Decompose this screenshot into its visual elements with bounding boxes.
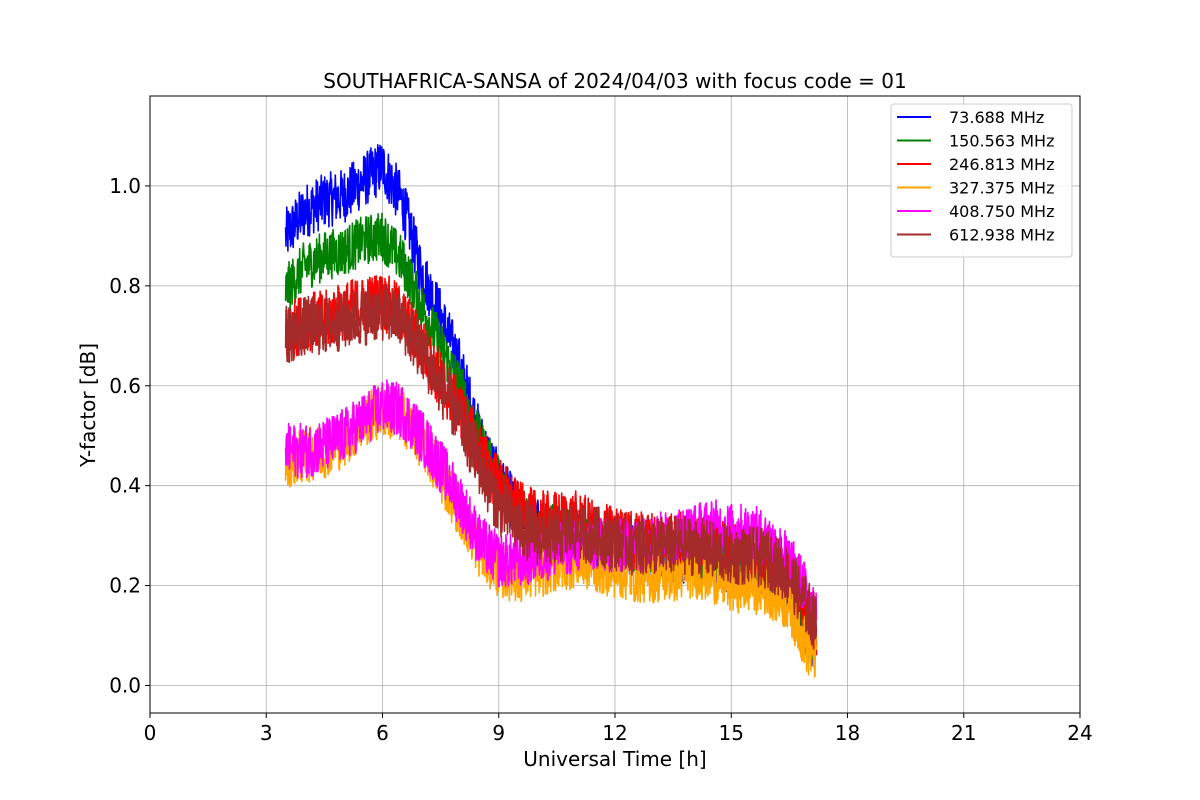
x-tick-label: 24 (1067, 721, 1092, 745)
legend-label: 73.688 MHz (949, 108, 1044, 127)
y-tick-label: 0.2 (109, 574, 141, 598)
series-line-6 (284, 280, 818, 650)
x-axis: 0 3 6 9 12 15 18 21 24 (144, 713, 1093, 745)
y-tick-label: 0.6 (109, 374, 141, 398)
x-tick-label: 3 (260, 721, 273, 745)
y-axis-label: Y-factor [dB] (76, 343, 100, 468)
y-tick-label: 0.4 (109, 474, 141, 498)
y-tick-label: 1.0 (109, 174, 141, 198)
legend-box (890, 103, 1073, 258)
legend-label: 327.375 MHz (949, 179, 1054, 198)
y-tick-label: 0.0 (109, 674, 141, 698)
legend-label: 612.938 MHz (949, 226, 1054, 245)
chart-title: SOUTHAFRICA-SANSA of 2024/04/03 with foc… (323, 69, 907, 93)
series-line-5 (284, 379, 818, 637)
legend-label: 246.813 MHz (949, 155, 1054, 174)
x-axis-label: Universal Time [h] (523, 747, 706, 771)
series-layer (284, 144, 818, 678)
x-tick-label: 21 (951, 721, 976, 745)
y-tick-label: 0.8 (109, 274, 141, 298)
legend-label: 408.750 MHz (949, 202, 1054, 221)
y-axis: 0.0 0.2 0.4 0.6 0.8 1.0 (109, 174, 150, 698)
x-tick-label: 6 (376, 721, 389, 745)
x-tick-label: 12 (602, 721, 627, 745)
legend-label: 150.563 MHz (949, 132, 1054, 151)
x-tick-label: 15 (719, 721, 744, 745)
legend: 73.688 MHz 150.563 MHz 246.813 MHz 327.375 … (890, 103, 1073, 258)
x-tick-label: 9 (492, 721, 505, 745)
x-tick-label: 0 (144, 721, 157, 745)
x-tick-label: 18 (835, 721, 860, 745)
